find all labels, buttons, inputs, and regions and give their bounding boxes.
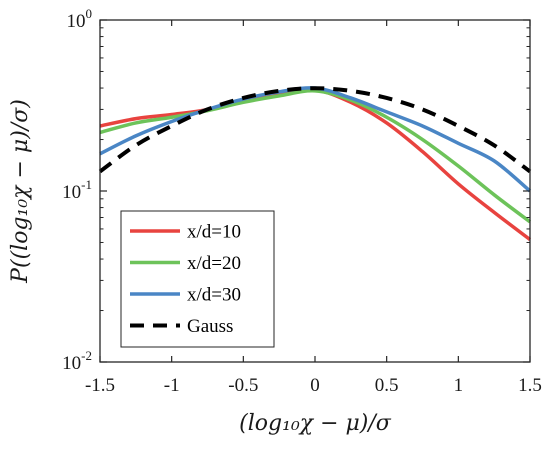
x-tick-label: -1.5 <box>85 375 115 396</box>
x-tick-label: 0 <box>310 375 320 396</box>
y-tick-label-exponent: -1 <box>81 177 92 192</box>
series-line-2 <box>99 89 532 224</box>
x-tick-label: 0.5 <box>375 375 399 396</box>
legend-label-2: x/d=20 <box>187 253 241 274</box>
plot-lines <box>98 86 532 241</box>
y-tick-label: 10-1 <box>62 177 92 203</box>
legend-box <box>120 210 275 348</box>
y-tick-label-base: 10 <box>67 11 86 32</box>
series-line-3 <box>99 86 532 193</box>
legend-label-1: x/d=10 <box>187 222 241 243</box>
y-axis-label: P((log₁₀χ − μ)/σ) <box>8 99 33 284</box>
x-tick-label: -1 <box>164 375 180 396</box>
x-tick-label: 1.5 <box>518 375 542 396</box>
y-tick-label: 10-2 <box>62 348 92 374</box>
y-tick-label-base: 10 <box>62 353 81 374</box>
y-tick-label: 100 <box>67 6 93 32</box>
y-tick-label-exponent: 0 <box>86 6 93 21</box>
x-tick-label: -0.5 <box>228 375 258 396</box>
x-tick-label: 1 <box>454 375 464 396</box>
y-tick-label-base: 10 <box>62 182 81 203</box>
legend: x/d=10 x/d=20 x/d=30 Gauss <box>120 210 275 348</box>
legend-label-4: Gauss <box>187 316 233 337</box>
series-line-4 <box>98 86 532 174</box>
y-tick-label-exponent: -2 <box>81 348 92 363</box>
legend-label-3: x/d=30 <box>187 285 241 306</box>
x-axis-label: (log₁₀χ − μ)/σ <box>239 411 392 436</box>
axis-ticks <box>99 19 531 363</box>
